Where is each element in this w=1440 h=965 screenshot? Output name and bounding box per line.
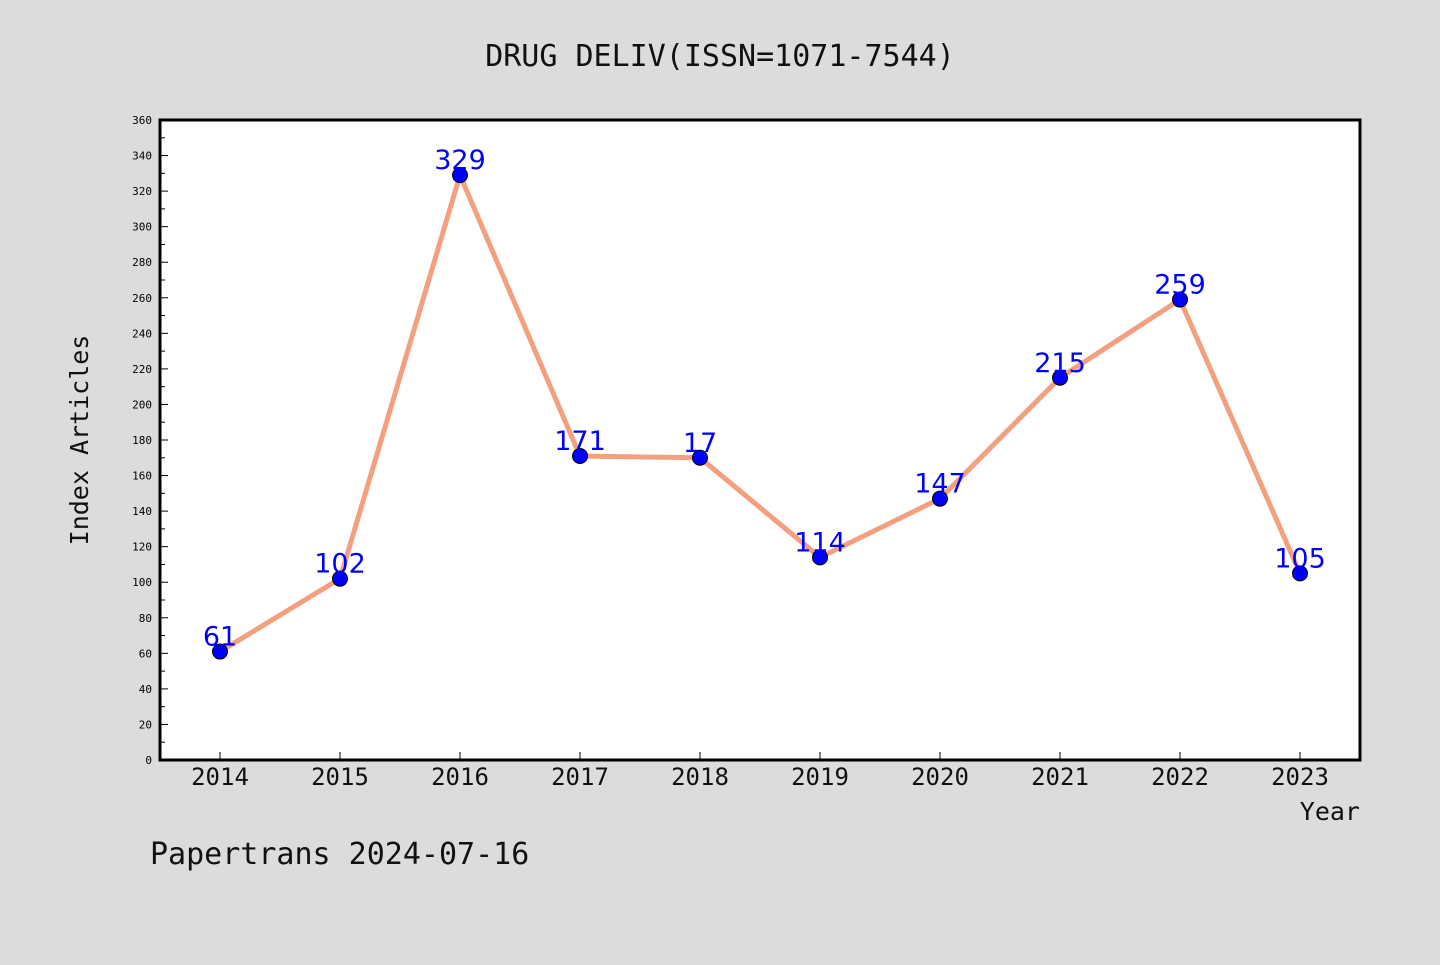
data-label: 102 [314, 549, 366, 580]
x-axis-label: Year [1300, 797, 1360, 826]
data-label: 114 [794, 527, 846, 558]
data-point [572, 448, 588, 464]
data-point [452, 167, 468, 184]
y-tick-label: 340 [132, 150, 152, 163]
data-point [692, 449, 708, 466]
y-tick-label: 360 [132, 114, 152, 127]
data-point [812, 549, 828, 566]
y-tick-label: 300 [132, 221, 152, 234]
series: 61 102 329 171 17 114 147 215 259 105 [203, 145, 1326, 660]
data-label: 171 [554, 426, 606, 457]
x-tick-label: 2018 [671, 763, 729, 791]
data-label: 215 [1034, 348, 1086, 379]
y-tick-label: 320 [132, 185, 152, 198]
chart-title: DRUG DELIV(ISSN=1071-7544) [485, 39, 955, 74]
footer-date-stamp: Papertrans 2024-07-16 [150, 837, 529, 872]
y-tick-label: 240 [132, 327, 152, 340]
y-tick-label: 220 [132, 363, 152, 376]
x-tick-label: 2019 [791, 763, 849, 791]
data-point [332, 570, 348, 587]
y-tick-label: 20 [139, 718, 152, 731]
y-tick-label: 160 [132, 470, 152, 483]
data-label: 105 [1274, 543, 1326, 574]
x-tick-label: 2021 [1031, 763, 1089, 791]
x-axis: 2014 2015 2016 2017 2018 2019 2020 2021 2022 2023 [191, 752, 1329, 791]
plot-frame [158, 118, 1362, 762]
data-point [212, 643, 228, 660]
x-tick-label: 2014 [191, 763, 249, 791]
y-tick-label: 0 [145, 754, 152, 767]
x-tick-label: 2023 [1271, 763, 1329, 791]
y-tick-label: 60 [139, 647, 152, 660]
data-point [932, 490, 948, 507]
y-tick-label: 100 [132, 576, 152, 589]
x-tick-label: 2016 [431, 763, 489, 791]
data-label: 61 [203, 622, 237, 653]
data-label: 17 [683, 428, 717, 459]
y-tick-label: 260 [132, 292, 152, 305]
x-tick-label: 2015 [311, 763, 369, 791]
x-tick-label: 2022 [1151, 763, 1209, 791]
y-tick-label: 280 [132, 256, 152, 269]
series-line [217, 172, 1303, 655]
data-point [1292, 565, 1308, 582]
y-tick-label: 80 [139, 612, 152, 625]
plot-area [160, 120, 1360, 760]
y-tick-label: 120 [132, 541, 152, 554]
y-tick-label: 40 [139, 683, 152, 696]
y-tick-label: 180 [132, 434, 152, 447]
data-point [1052, 369, 1068, 386]
data-label: 259 [1154, 270, 1206, 301]
data-label: 329 [434, 145, 486, 176]
data-label: 147 [914, 469, 966, 500]
x-tick-label: 2020 [911, 763, 969, 791]
x-tick-label: 2017 [551, 763, 609, 791]
y-axis-label: Index Articles [65, 335, 94, 546]
y-tick-label: 200 [132, 398, 152, 411]
y-tick-label: 140 [132, 505, 152, 518]
data-point [1172, 291, 1188, 308]
